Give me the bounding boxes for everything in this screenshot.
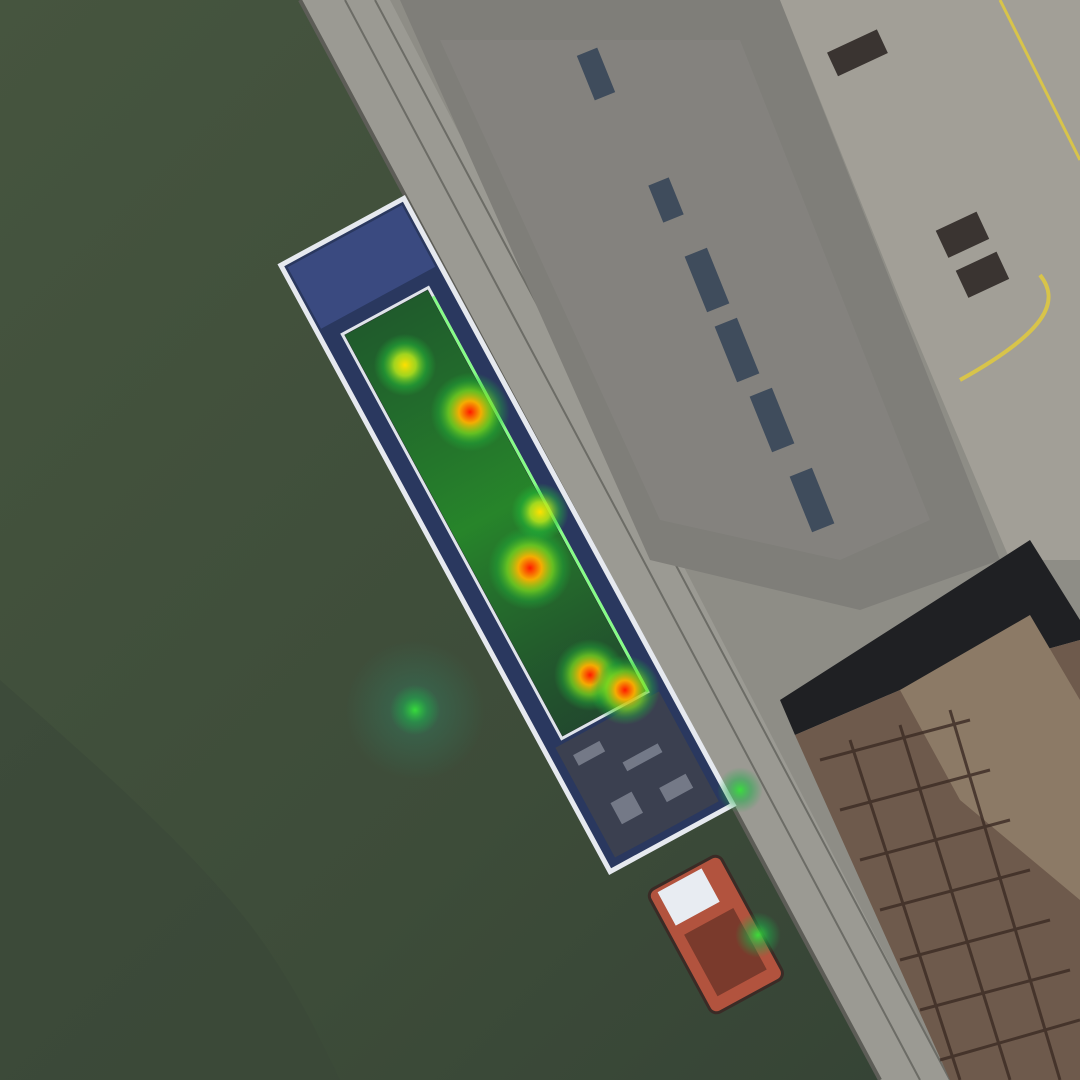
heat-spot-hs-7 <box>389 684 441 736</box>
barge-deck-glow <box>344 290 646 736</box>
barge-bow-deck <box>287 205 436 329</box>
yard-curb <box>959 273 1051 382</box>
tug-cabin <box>657 868 720 926</box>
rail-track-1 <box>344 0 921 1080</box>
heat-spot-hs-1 <box>373 333 437 397</box>
quay-apron <box>300 0 950 1080</box>
warehouse-roof-panel <box>440 40 930 560</box>
building-frame-grid <box>819 709 1080 1080</box>
truck-row <box>576 47 835 533</box>
water-current-streak <box>0 680 340 1080</box>
heatmap-overlay <box>345 333 781 958</box>
barge-stern-machinery <box>555 691 719 858</box>
heat-spot-hs-9 <box>735 912 781 958</box>
building-dark-roof <box>780 540 1080 735</box>
heat-spot-hs-8 <box>717 767 763 813</box>
parked-trailers <box>827 29 1010 298</box>
yard <box>780 0 1080 560</box>
heat-spot-hs-6 <box>590 655 660 725</box>
yard-yellow-line <box>998 0 1080 161</box>
barge-stern-detail <box>573 740 694 825</box>
tug-deck <box>684 907 767 997</box>
building-flat-roof <box>900 615 1080 900</box>
heat-spot-hs-4 <box>488 526 572 610</box>
heat-spot-hs-2 <box>430 372 510 452</box>
tugboat <box>647 854 784 1015</box>
